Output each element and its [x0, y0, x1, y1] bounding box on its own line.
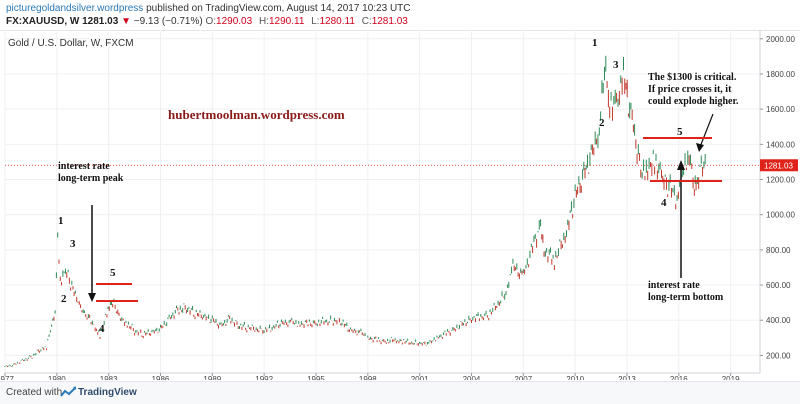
x-tick-label: 2019	[722, 375, 740, 380]
y-tick-label: 200.00	[766, 351, 791, 360]
y-axis: 200.00 400.00 600.00 800.00 1000.00 1200.00 14…	[759, 30, 795, 373]
chart-area[interactable]: 200.00 400.00 600.00 800.00 1000.00 1200.00 14…	[0, 30, 800, 384]
bottom-arrow-head	[677, 160, 685, 170]
price-series	[4, 55, 706, 368]
y-tick-label: 1800.00	[766, 70, 795, 79]
x-tick-label: 1977	[0, 375, 14, 380]
low-label: L:	[311, 16, 320, 27]
y-tick-label: 600.00	[766, 281, 791, 290]
peak-label-line: interest rate	[58, 161, 110, 172]
chart-footer: Created with TradingView	[0, 381, 800, 404]
x-tick-label: 2004	[463, 375, 481, 380]
critical-note-line: The $1300 is critical.	[648, 72, 737, 83]
wave-1980-5: 5	[110, 267, 116, 279]
price-chart[interactable]: 200.00400.00600.00800.001000.001200.0014…	[0, 30, 800, 384]
watermark-text: hubertmoolman.wordpress.com	[168, 107, 345, 122]
grid-lines	[4, 30, 760, 373]
critical-note-line: could explode higher.	[648, 96, 739, 107]
x-tick-label: 2007	[514, 375, 532, 380]
close-value: 1281.03	[371, 16, 408, 27]
critical-note-line: If price crosses it, it	[648, 84, 732, 95]
y-tick-label: 800.00	[766, 246, 791, 255]
peak-arrow-head	[88, 293, 96, 302]
tradingview-logo-icon	[60, 386, 76, 397]
wave-1980-2: 2	[61, 293, 67, 305]
y-tick-label: 1600.00	[766, 105, 795, 114]
bottom-label-line: long-term bottom	[648, 292, 724, 303]
ohlc-line: FX:XAUUSD, W 1281.03 ▼ −9.13 (−0.71%) O:…	[6, 16, 412, 27]
wave-2011-3: 3	[613, 59, 619, 71]
x-tick-label: 2010	[566, 375, 584, 380]
x-tick-label: 1992	[255, 375, 273, 380]
note-arrow	[699, 113, 714, 148]
wave-1980-1: 1	[58, 215, 64, 227]
x-tick-label: 1989	[203, 375, 221, 380]
last-price-label: 1281.03	[764, 161, 793, 170]
x-tick-label: 1986	[152, 375, 170, 380]
price-change: −9.13 (−0.71%)	[133, 16, 203, 27]
author-link[interactable]: picturegoldandsilver.wordpress	[6, 3, 144, 14]
y-tick-label: 1400.00	[766, 140, 795, 149]
open-label: O:	[205, 16, 217, 27]
y-tick-label: 1200.00	[766, 176, 795, 185]
created-with-label: Created with	[6, 387, 63, 398]
wave-2011-2: 2	[599, 117, 605, 129]
x-tick-label: 2016	[670, 375, 688, 380]
low-value: 1280.11	[319, 16, 355, 27]
wave-1980-4: 4	[99, 323, 105, 335]
chart-subtitle: Gold / U.S. Dollar, W, FXCM	[8, 38, 134, 49]
peak-label-line: long-term peak	[58, 173, 124, 184]
x-tick-label: 2013	[618, 375, 636, 380]
wave-1980-3: 3	[70, 238, 76, 250]
last-price: 1281.03	[82, 16, 119, 27]
y-tick-label: 2000.00	[766, 35, 795, 44]
x-tick-label: 1980	[48, 375, 66, 380]
open-value: 1290.03	[216, 16, 253, 27]
y-tick-label: 1000.00	[766, 211, 795, 220]
chart-header: picturegoldandsilver.wordpress published…	[0, 0, 800, 31]
annotation-layer: 1281.03 hubertmoolman.wordpress.com The $1…	[5, 37, 798, 335]
publish-line: picturegoldandsilver.wordpress published…	[6, 3, 411, 14]
x-axis: 1977 1980 1983 1986 1989 1992 1995 1998 2001 2004…	[0, 372, 760, 384]
bottom-label-line: interest rate	[648, 280, 700, 291]
x-tick-label: 1983	[100, 375, 118, 380]
x-tick-label: 2001	[411, 375, 429, 380]
published-text: published on TradingView.com, August 14,…	[146, 3, 411, 14]
high-label: H:	[258, 16, 269, 27]
wave-2011-1: 1	[592, 37, 598, 49]
close-label: C:	[361, 16, 372, 27]
high-value: 1290.11	[268, 16, 305, 27]
down-arrow-icon: ▼	[121, 16, 131, 27]
note-arrow-head	[696, 143, 704, 152]
wave-2011-5: 5	[677, 126, 683, 138]
symbol-label: FX:XAUUSD, W	[6, 16, 80, 27]
y-tick-label: 400.00	[766, 316, 791, 325]
wave-2011-4: 4	[661, 197, 667, 209]
x-tick-label: 1998	[359, 375, 377, 380]
last-price-tag	[760, 159, 798, 172]
tradingview-brand[interactable]: TradingView	[78, 387, 137, 398]
x-tick-label: 1995	[307, 375, 325, 380]
